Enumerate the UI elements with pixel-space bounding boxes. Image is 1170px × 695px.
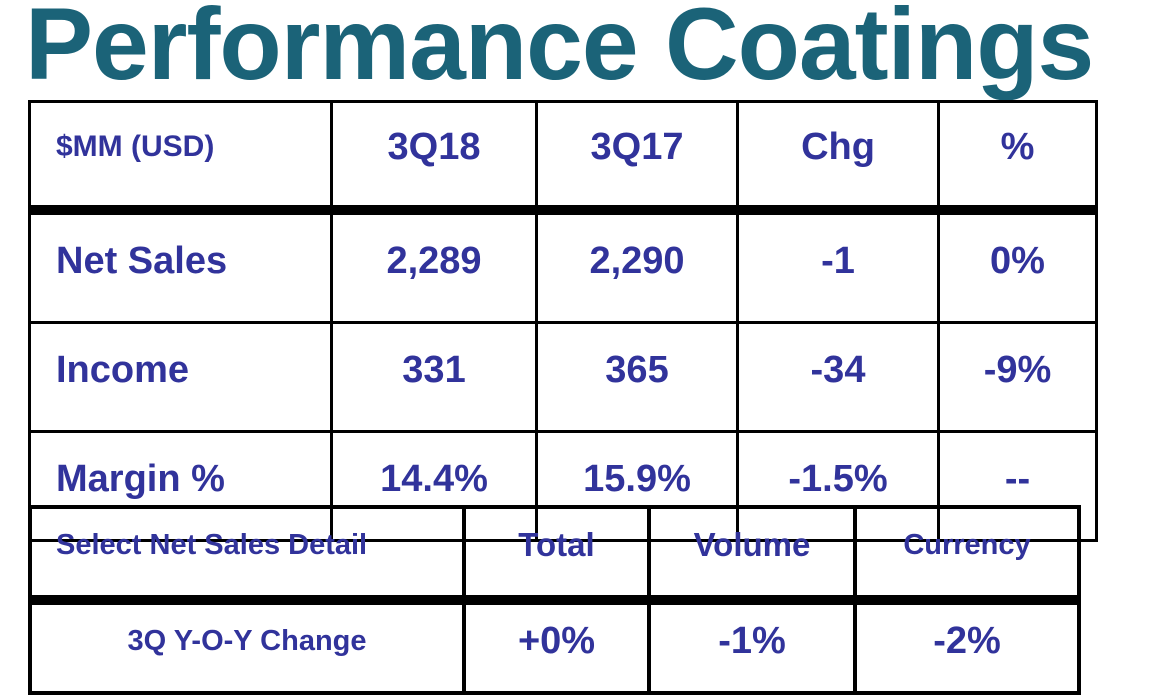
slide-title: Performance Coatings — [25, 0, 1094, 101]
cell-income-3q17: 365 — [535, 321, 739, 433]
cell-yoy-total: +0% — [462, 598, 651, 695]
cell-net-sales-pct: 0% — [937, 208, 1098, 324]
financials-header-row: $MM (USD) 3Q18 3Q17 Chg % — [28, 100, 1098, 215]
row-label: 3Q Y-O-Y Change — [28, 598, 466, 695]
row-label: Net Sales — [28, 208, 333, 324]
table-row-income: Income 331 365 -34 -9% — [28, 321, 1098, 433]
detail-col-total: Total — [462, 505, 651, 605]
cell-income-3q18: 331 — [330, 321, 538, 433]
detail-table-title: Select Net Sales Detail — [28, 505, 466, 605]
net-sales-detail-table: Select Net Sales Detail Total Volume Cur… — [28, 505, 1081, 695]
cell-net-sales-chg: -1 — [736, 208, 940, 324]
financials-col-3q18: 3Q18 — [330, 100, 538, 215]
cell-income-chg: -34 — [736, 321, 940, 433]
cell-income-pct: -9% — [937, 321, 1098, 433]
table-row-net-sales: Net Sales 2,289 2,290 -1 0% — [28, 208, 1098, 324]
cell-net-sales-3q17: 2,290 — [535, 208, 739, 324]
financials-unit-label: $MM (USD) — [28, 100, 333, 215]
cell-yoy-currency: -2% — [853, 598, 1081, 695]
financials-table: $MM (USD) 3Q18 3Q17 Chg % Net Sales 2,28… — [28, 100, 1098, 542]
cell-yoy-volume: -1% — [647, 598, 857, 695]
table-row-yoy-change: 3Q Y-O-Y Change +0% -1% -2% — [28, 598, 1081, 695]
financials-col-chg: Chg — [736, 100, 940, 215]
detail-col-volume: Volume — [647, 505, 857, 605]
row-label: Income — [28, 321, 333, 433]
cell-net-sales-3q18: 2,289 — [330, 208, 538, 324]
detail-col-currency: Currency — [853, 505, 1081, 605]
detail-header-row: Select Net Sales Detail Total Volume Cur… — [28, 505, 1081, 605]
financials-col-pct: % — [937, 100, 1098, 215]
financials-col-3q17: 3Q17 — [535, 100, 739, 215]
